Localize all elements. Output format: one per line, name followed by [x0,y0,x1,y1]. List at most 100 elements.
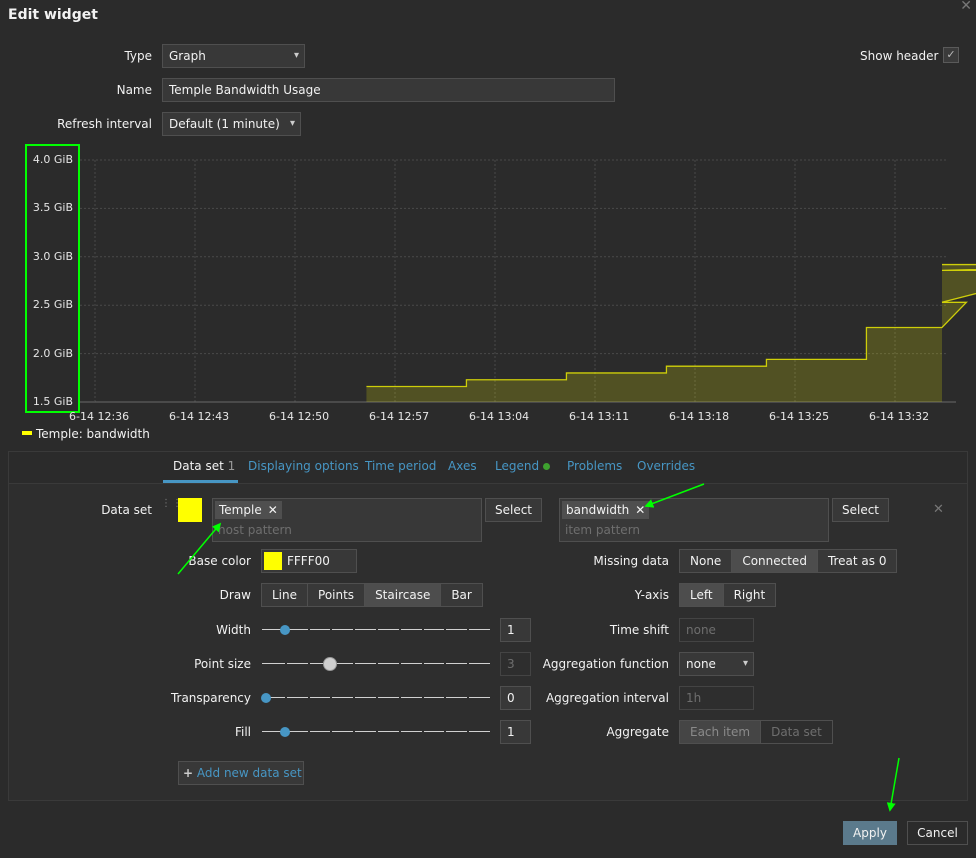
point-size-input[interactable]: 3 [500,652,531,676]
y-tick-label: 4.0 GiB [32,153,73,166]
drag-handle-icon[interactable]: ⋮⋮ [161,499,182,519]
draw-segmented-control[interactable]: Line Points Staircase Bar [261,583,483,607]
active-tab-indicator [163,480,238,483]
cancel-button[interactable]: Cancel [907,821,968,845]
check-icon: ✓ [946,48,956,61]
host-pattern-multiselect[interactable] [212,498,482,542]
remove-data-set-icon[interactable]: ✕ [933,502,944,517]
base-color-label: Base color [188,554,251,568]
item-select-button[interactable]: Select [832,498,889,522]
slider-tick [467,663,470,664]
aggregate-segmented-control[interactable]: Each item Data set [679,720,833,744]
base-color-swatch[interactable] [264,552,282,570]
series-line [366,263,976,388]
slider-tick [307,629,310,630]
graph-preview [25,144,976,413]
slider-knob[interactable] [279,624,290,635]
slider-tick [307,663,310,664]
slider-tick [307,731,310,732]
tab-axes[interactable]: Axes [448,459,477,473]
tab-overrides[interactable]: Overrides [637,459,696,473]
tab-displaying-options[interactable]: Displaying options [248,459,359,473]
y-axis-highlight-annotation [25,144,80,413]
slider-tick [376,663,378,664]
tab-legend-label: Legend [495,459,540,473]
status-dot-icon [543,463,551,470]
legend-entry: Temple: bandwidth [36,427,150,441]
draw-option-line[interactable]: Line [262,584,309,606]
draw-option-points[interactable]: Points [308,584,366,606]
data-set-label: Data set [101,503,152,517]
host-chip: Temple ✕ [215,501,282,519]
tab-data-set-label: Data set [173,459,224,473]
slider-knob[interactable] [323,656,338,671]
y-axis-option-right[interactable]: Right [723,584,776,606]
x-tick-label: 6-14 13:11 [569,410,630,423]
slider-tick [398,663,401,664]
apply-button[interactable]: Apply [843,821,897,845]
missing-data-option-connected[interactable]: Connected [732,550,818,572]
host-select-button[interactable]: Select [485,498,542,522]
aggregation-function-select[interactable]: none ▾ [679,652,754,676]
tab-legend[interactable]: Legend [495,459,551,473]
tab-data-set[interactable]: Data set 1 [173,459,235,473]
aggregate-option-each-item[interactable]: Each item [680,721,762,743]
transparency-slider[interactable] [261,690,490,704]
transparency-label: Transparency [170,691,251,705]
data-set-color-swatch[interactable] [178,498,202,522]
missing-data-segmented-control[interactable]: None Connected Treat as 0 [679,549,898,573]
slider-tick [284,663,287,664]
slider-tick [307,697,310,698]
y-tick-label: 3.5 GiB [32,201,73,215]
y-axis-option-left[interactable]: Left [680,584,724,606]
draw-label: Draw [219,588,251,602]
width-input[interactable]: 1 [500,618,531,642]
y-axis-label: Y-axis [634,588,669,602]
slider-tick [376,731,378,732]
missing-data-option-treat-as-0[interactable]: Treat as 0 [817,550,897,572]
add-data-set-label: Add new data set [196,766,302,780]
missing-data-option-none[interactable]: None [680,550,733,572]
tab-time-period[interactable]: Time period [365,459,437,473]
item-pattern-placeholder: item pattern [565,523,641,537]
add-data-set-button[interactable]: + Add new data set [178,761,304,785]
remove-chip-icon[interactable]: ✕ [267,503,278,517]
chevron-down-icon: ▾ [742,658,748,669]
slider-knob[interactable] [261,692,271,703]
aggregate-option-data-set[interactable]: Data set [761,721,832,743]
type-label: Type [124,49,152,63]
plus-icon: + [183,766,194,780]
remove-chip-icon[interactable]: ✕ [635,503,646,517]
fill-slider[interactable] [262,724,490,738]
slider-knob[interactable] [279,726,290,737]
missing-data-label: Missing data [593,554,669,568]
name-input[interactable]: Temple Bandwidth Usage [162,78,615,102]
y-axis-segmented-control[interactable]: Left Right [679,583,777,607]
slider-tick [421,697,424,698]
time-shift-input[interactable]: none [679,618,754,642]
x-tick-label: 6-14 13:32 [869,410,930,423]
slider-tick [398,731,401,732]
aggregation-interval-input[interactable]: 1h [679,686,754,710]
tab-data-set-count: 1 [227,459,236,473]
item-chip-label: bandwidth [566,503,630,517]
slider-tick [398,697,401,698]
type-select[interactable]: Graph ▾ [162,44,305,68]
refresh-interval-value: Default (1 minute) [169,117,280,131]
draw-option-staircase[interactable]: Staircase [365,584,442,606]
transparency-input[interactable]: 0 [500,686,531,710]
point-size-slider[interactable] [262,656,490,671]
tab-problems[interactable]: Problems [567,459,623,473]
width-slider[interactable] [262,622,490,636]
x-tick-label: 6-14 12:43 [169,410,230,423]
slider-tick [330,629,333,630]
fill-input[interactable]: 1 [500,720,531,744]
slider-tick [376,629,378,630]
draw-option-bar[interactable]: Bar [441,584,482,606]
close-icon[interactable]: ✕ [960,0,972,14]
refresh-interval-select[interactable]: Default (1 minute) ▾ [162,112,301,136]
show-header-checkbox[interactable]: ✓ [943,47,959,63]
slider-tick [444,629,447,630]
aggregation-function-value: none [686,657,716,671]
host-chip-label: Temple [219,503,262,517]
